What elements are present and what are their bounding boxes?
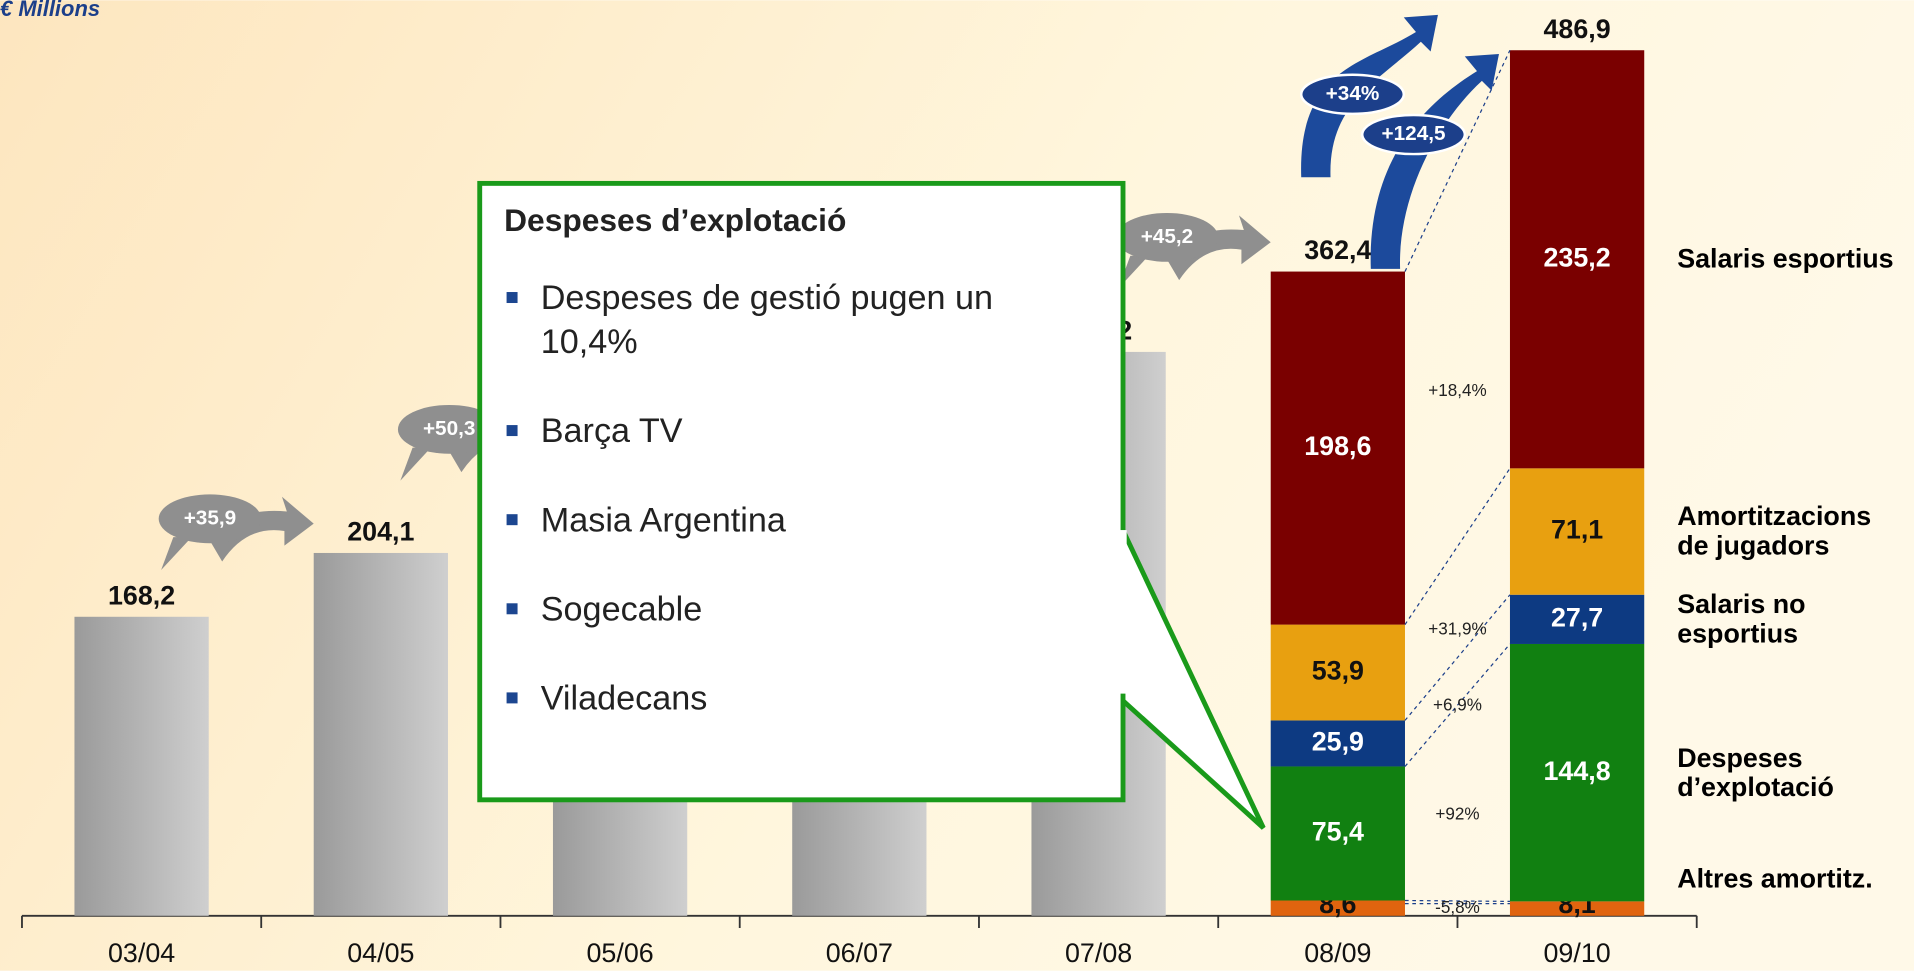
connector — [1404, 594, 1511, 721]
bar-segment — [1509, 594, 1645, 644]
callout-item: Masia Argentina — [506, 498, 1090, 542]
legend-label: Salaris esportius — [1677, 243, 1894, 274]
connector — [1404, 643, 1511, 767]
growth-arrow — [1370, 53, 1499, 269]
segment-label: 144,8 — [1544, 756, 1611, 786]
value-label: 486,9 — [1544, 14, 1611, 44]
callout-title: Despeses d’explotació — [504, 201, 847, 239]
change-label: +6,9% — [1433, 696, 1482, 715]
x-tick-label: 09/10 — [1544, 938, 1611, 968]
x-tick-label: 07/08 — [1065, 938, 1132, 968]
segment-label: 198,6 — [1304, 431, 1371, 461]
legend-item: Salaris no esportius — [1677, 588, 1806, 649]
growth-label: +50,3 — [423, 417, 476, 440]
change-label: +18,4% — [1428, 381, 1486, 400]
bar-segment — [1270, 271, 1405, 625]
growth-label: +124,5 — [1382, 122, 1446, 145]
growth-arrow — [1301, 14, 1438, 178]
legend-label: Salaris no esportius — [1677, 588, 1806, 649]
growth-badge — [1115, 212, 1219, 262]
value-label: 168,2 — [108, 580, 175, 610]
legend-label: Altres amortitz. — [1677, 863, 1873, 894]
x-tick-label: 05/06 — [587, 938, 654, 968]
growth-badge — [397, 404, 501, 454]
bar-segment — [1270, 766, 1405, 901]
value-label: 204,1 — [347, 517, 414, 547]
callout-joint — [1116, 530, 1127, 694]
bar-segment — [1509, 50, 1645, 469]
x-tick-label: 04/05 — [347, 938, 414, 968]
callout-frame — [477, 180, 1126, 803]
legend-item: Altres amortitz. — [1677, 863, 1873, 894]
growth-badge — [1300, 73, 1405, 116]
bar — [74, 616, 209, 916]
bar-segment — [1509, 643, 1645, 902]
change-label: +31,9% — [1428, 620, 1486, 639]
change-label: -5,8% — [1435, 898, 1480, 917]
growth-badge — [1361, 113, 1467, 156]
segment-label: 235,2 — [1544, 242, 1611, 272]
bar-segment — [1270, 720, 1405, 767]
growth-label: +45,2 — [1141, 225, 1194, 248]
growth-tail — [1118, 255, 1149, 289]
callout-item: Barça TV — [506, 409, 1090, 453]
x-tick-label: 03/04 — [108, 938, 175, 968]
legend-item: Salaris esportius — [1677, 243, 1894, 274]
legend-item: Amortitzacions de jugadors — [1677, 501, 1872, 561]
x-tick-label: 08/09 — [1304, 938, 1371, 968]
x-tick-label: 06/07 — [826, 938, 893, 968]
segment-label: 53,9 — [1312, 656, 1364, 686]
legend-item: Despeses d’explotació — [1677, 742, 1834, 802]
callout-box: Despeses d’explotació Despeses de gestió … — [504, 202, 1090, 721]
value-label: 362,4 — [1304, 235, 1371, 265]
bar — [313, 552, 448, 916]
growth-arrow — [209, 496, 314, 562]
growth-badge — [158, 494, 262, 544]
callout-item: Sogecable — [506, 587, 1090, 631]
bar-segment — [1270, 900, 1405, 916]
segment-label: 71,1 — [1551, 515, 1603, 545]
segment-label: 27,7 — [1551, 602, 1603, 632]
change-label: +92% — [1435, 805, 1479, 824]
subtitle: € Millions — [0, 0, 100, 21]
bar-segment — [1509, 901, 1645, 916]
segment-label: 25,9 — [1312, 727, 1364, 757]
growth-arrow — [1166, 215, 1271, 281]
callout-list: Despeses de gestió pugen un 10,4% Barça T… — [504, 276, 1090, 720]
growth-label: +34% — [1326, 82, 1380, 105]
growth-label: +35,9 — [184, 506, 237, 529]
bar-segment — [1509, 468, 1645, 595]
connector — [1404, 899, 1510, 902]
bar-segment — [1270, 624, 1405, 721]
legend-label: Amortitzacions de jugadors — [1677, 501, 1872, 561]
callout-item: Despeses de gestió pugen un 10,4% — [506, 276, 1090, 364]
callout-content: Despeses d’explotació Despeses de gestió … — [504, 202, 1090, 721]
callout: Despeses d’explotació Despeses de gestió … — [477, 180, 1266, 830]
connector — [1404, 468, 1511, 625]
legend-label: Despeses d’explotació — [1677, 742, 1834, 802]
callout-item: Viladecans — [506, 677, 1090, 721]
segment-label: 75,4 — [1312, 817, 1364, 847]
